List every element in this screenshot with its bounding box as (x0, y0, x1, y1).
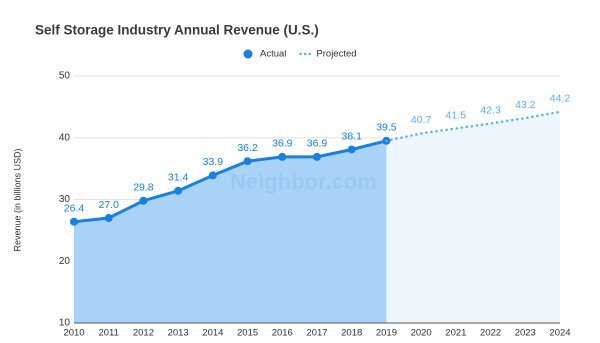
series-line (73, 139, 387, 224)
data-label: 38.1 (341, 130, 362, 142)
x-tick-label: 2018 (341, 328, 362, 339)
y-tick-label: 20 (59, 256, 71, 267)
legend-marker (243, 49, 253, 59)
data-label: 36.2 (237, 142, 258, 154)
x-tick-label: 2011 (98, 328, 118, 339)
y-tick-label: 50 (59, 71, 71, 82)
data-label: 42.3 (480, 104, 501, 116)
x-tick-label: 2020 (411, 328, 432, 339)
data-label: 43.2 (515, 99, 536, 111)
watermark: Neighbor.com (230, 169, 377, 194)
data-point (278, 152, 287, 161)
y-tick-label: 10 (59, 318, 71, 329)
data-point (347, 145, 356, 154)
x-tick-label: 2013 (168, 328, 189, 339)
x-tick-label: 2012 (133, 328, 154, 339)
area-fill (386, 111, 560, 323)
area-fill (74, 140, 387, 323)
data-point (104, 214, 113, 223)
data-label: 40.7 (411, 114, 432, 126)
data-point (313, 152, 321, 161)
data-label: 39.5 (376, 122, 397, 134)
data-point (208, 171, 217, 180)
x-tick-label: 2014 (202, 328, 223, 339)
data-label: 31.4 (168, 172, 189, 184)
y-axis-label: Revenue (in billions USD) (12, 148, 22, 251)
data-label: 33.9 (203, 156, 224, 168)
x-tick-label: 2017 (306, 328, 327, 339)
legend-label: Projected (316, 49, 356, 60)
y-tick-label: 30 (59, 194, 71, 205)
x-tick-label: 2015 (237, 328, 258, 339)
data-label: 36.9 (272, 138, 293, 150)
data-label: 41.5 (446, 109, 467, 121)
data-label: 44.2 (550, 93, 571, 105)
data-point (243, 157, 252, 166)
data-label: 26.4 (64, 203, 85, 215)
x-tick-label: 2010 (63, 328, 84, 339)
x-tick-label: 2016 (272, 328, 293, 339)
data-point (139, 196, 148, 205)
data-label: 27.0 (98, 199, 119, 211)
x-tick-label: 2019 (376, 328, 397, 339)
x-tick-label: 2021 (445, 328, 466, 339)
legend-label: Actual (260, 49, 286, 60)
data-point (70, 217, 78, 226)
x-tick-label: 2023 (515, 328, 536, 339)
data-label: 29.8 (133, 182, 154, 194)
chart-title: Self Storage Industry Annual Revenue (U.… (35, 23, 319, 38)
x-tick-label: 2022 (480, 328, 501, 339)
data-label: 36.9 (307, 138, 328, 150)
x-tick-label: 2024 (549, 328, 570, 339)
y-tick-label: 40 (59, 132, 71, 143)
series-line (385, 110, 562, 143)
data-point (174, 186, 183, 195)
